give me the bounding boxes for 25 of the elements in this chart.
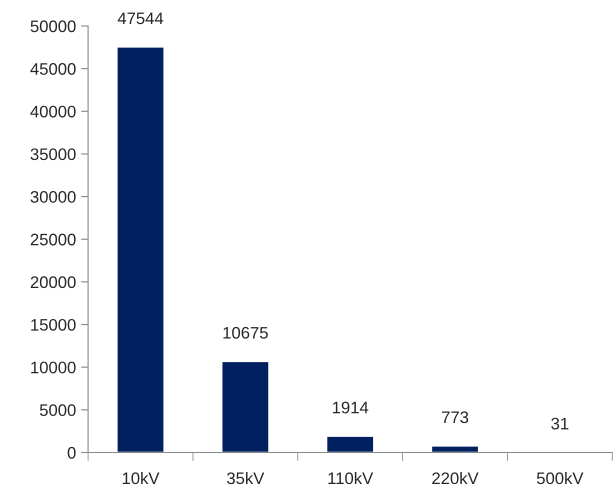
x-tick-label: 110kV xyxy=(328,472,374,484)
data-label: 47544 xyxy=(118,12,164,24)
bar xyxy=(430,445,480,452)
x-tick-label: 220kV xyxy=(432,472,479,484)
y-tick-label: 50000 xyxy=(30,20,76,32)
bar xyxy=(326,435,374,452)
bar xyxy=(116,46,165,452)
y-tick-label: 0 xyxy=(68,446,76,459)
y-tick-label: 10000 xyxy=(31,362,76,374)
y-tick-label: 45000 xyxy=(30,63,76,75)
x-tick-label: 500kV xyxy=(536,472,584,484)
y-tick-label: 20000 xyxy=(30,276,76,288)
y-tick-label: 25000 xyxy=(30,234,76,246)
data-label: 31 xyxy=(551,418,568,430)
data-label: 773 xyxy=(442,411,468,424)
x-tick-label: 35kV xyxy=(226,472,264,484)
y-tick-label: 35000 xyxy=(30,148,76,160)
x-tick-label: 10kV xyxy=(122,472,160,484)
data-label: 1914 xyxy=(332,402,368,414)
bar xyxy=(221,360,270,452)
y-tick-label: 30000 xyxy=(30,191,76,203)
y-tick-label: 15000 xyxy=(31,318,76,331)
data-label: 10675 xyxy=(223,326,268,339)
y-tick-label: 40000 xyxy=(30,106,76,118)
y-tick-label: 5000 xyxy=(40,404,76,416)
